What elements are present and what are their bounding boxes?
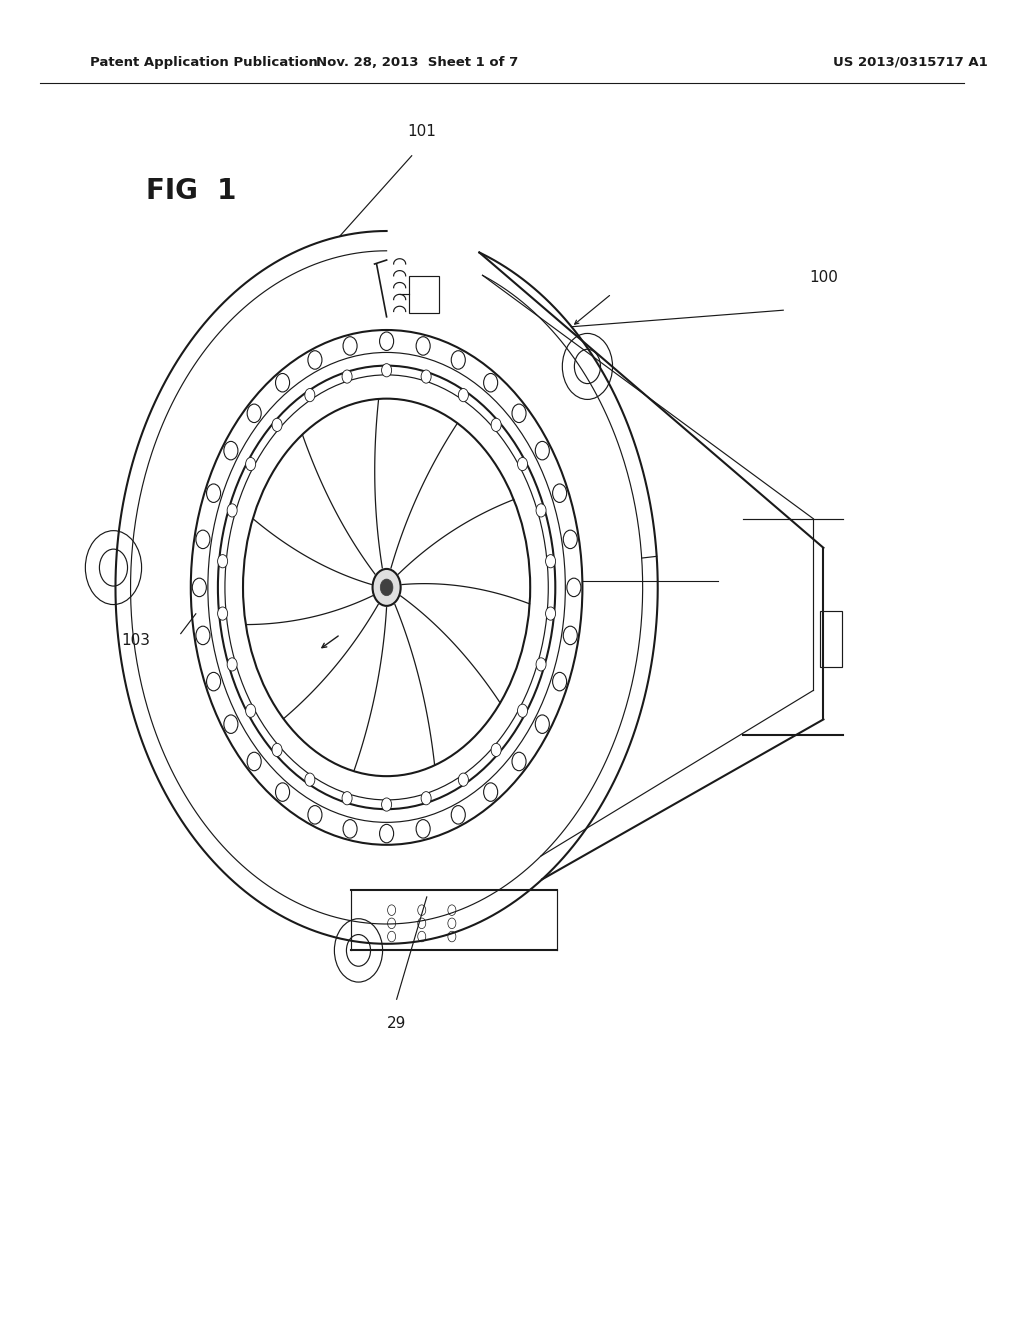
Bar: [409, 276, 439, 313]
Circle shape: [452, 805, 465, 824]
Circle shape: [227, 657, 238, 671]
Circle shape: [247, 404, 261, 422]
Circle shape: [452, 351, 465, 370]
Circle shape: [272, 418, 282, 432]
Text: 103: 103: [121, 632, 151, 648]
Circle shape: [546, 554, 556, 568]
Circle shape: [343, 337, 357, 355]
Circle shape: [536, 657, 546, 671]
Circle shape: [517, 458, 527, 471]
Circle shape: [308, 805, 322, 824]
Circle shape: [512, 404, 526, 422]
Circle shape: [342, 370, 352, 383]
Text: Patent Application Publication: Patent Application Publication: [90, 55, 318, 69]
Circle shape: [447, 919, 456, 929]
Circle shape: [382, 363, 391, 378]
Circle shape: [418, 932, 426, 942]
Circle shape: [416, 337, 430, 355]
Circle shape: [553, 672, 566, 690]
Circle shape: [459, 774, 468, 787]
Circle shape: [380, 579, 393, 595]
Circle shape: [380, 331, 393, 350]
Circle shape: [227, 504, 238, 517]
Circle shape: [388, 919, 395, 929]
Circle shape: [416, 820, 430, 838]
Circle shape: [388, 906, 395, 916]
Circle shape: [305, 774, 314, 787]
Circle shape: [421, 792, 431, 805]
Circle shape: [224, 441, 238, 459]
Circle shape: [218, 554, 227, 568]
Circle shape: [196, 531, 210, 549]
Circle shape: [483, 783, 498, 801]
Circle shape: [207, 484, 220, 503]
Text: 29: 29: [387, 1015, 407, 1031]
Circle shape: [553, 484, 566, 503]
Text: 101: 101: [408, 124, 436, 140]
Circle shape: [272, 743, 282, 756]
Circle shape: [380, 824, 393, 842]
Bar: [820, 611, 843, 667]
Circle shape: [492, 418, 501, 432]
Circle shape: [517, 704, 527, 717]
Text: Nov. 28, 2013  Sheet 1 of 7: Nov. 28, 2013 Sheet 1 of 7: [315, 55, 518, 69]
Circle shape: [343, 820, 357, 838]
Circle shape: [308, 351, 322, 370]
Circle shape: [418, 906, 426, 916]
Circle shape: [246, 458, 256, 471]
Circle shape: [459, 388, 468, 401]
Circle shape: [536, 504, 546, 517]
Circle shape: [373, 569, 400, 606]
Circle shape: [247, 752, 261, 771]
Circle shape: [193, 578, 207, 597]
Circle shape: [207, 672, 220, 690]
Text: 100: 100: [809, 269, 838, 285]
Circle shape: [483, 374, 498, 392]
Circle shape: [536, 715, 549, 734]
Circle shape: [342, 792, 352, 805]
Circle shape: [305, 388, 314, 401]
Circle shape: [246, 704, 256, 717]
Circle shape: [421, 370, 431, 383]
Circle shape: [492, 743, 501, 756]
Circle shape: [418, 919, 426, 929]
Circle shape: [196, 626, 210, 644]
Circle shape: [382, 797, 391, 810]
Circle shape: [388, 932, 395, 942]
Circle shape: [218, 607, 227, 620]
Circle shape: [567, 578, 581, 597]
Circle shape: [536, 441, 549, 459]
Circle shape: [447, 932, 456, 942]
Circle shape: [275, 783, 290, 801]
Circle shape: [224, 715, 238, 734]
Circle shape: [563, 531, 578, 549]
Circle shape: [275, 374, 290, 392]
Circle shape: [447, 906, 456, 916]
Text: FIG  1: FIG 1: [145, 177, 236, 206]
Circle shape: [546, 607, 556, 620]
Circle shape: [512, 752, 526, 771]
Circle shape: [563, 626, 578, 644]
Text: US 2013/0315717 A1: US 2013/0315717 A1: [834, 55, 988, 69]
